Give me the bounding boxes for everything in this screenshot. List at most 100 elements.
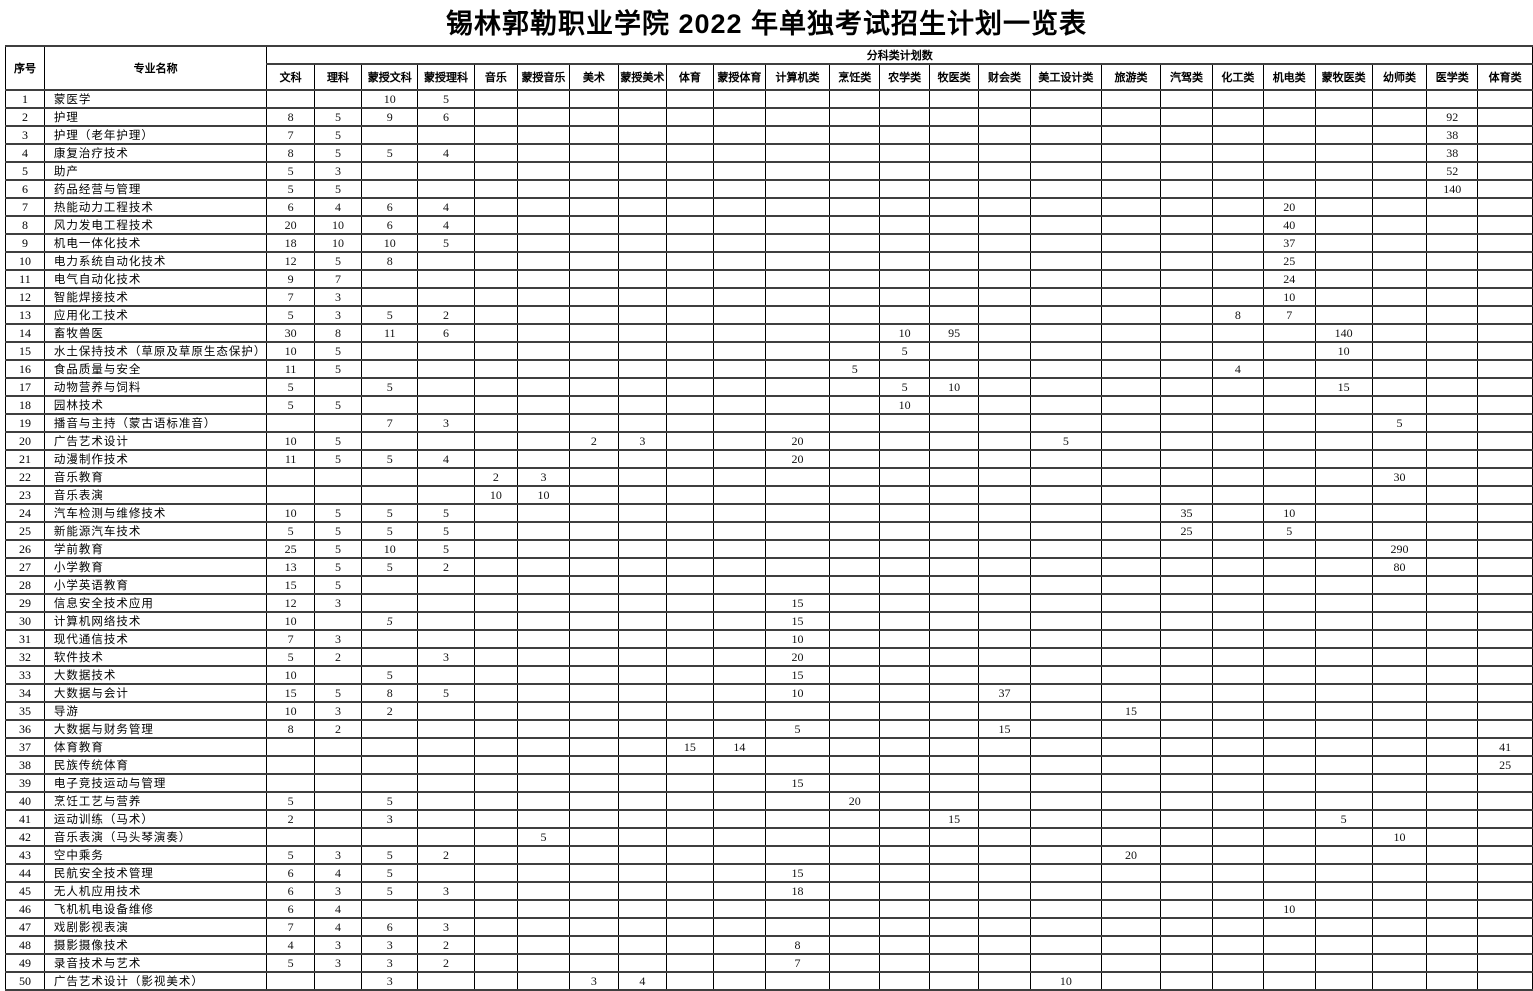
value-cell xyxy=(929,395,980,415)
value-cell xyxy=(313,971,363,991)
value-cell xyxy=(417,827,475,847)
value-cell xyxy=(1100,305,1162,325)
value-cell xyxy=(473,413,519,433)
value-cell xyxy=(266,413,315,433)
value-cell xyxy=(713,755,766,775)
value-cell xyxy=(1160,557,1213,577)
value-cell xyxy=(829,233,881,253)
value-cell xyxy=(1477,809,1533,829)
value-cell xyxy=(417,467,475,487)
value-cell xyxy=(978,161,1031,181)
value-cell xyxy=(1314,593,1373,613)
value-cell xyxy=(1262,557,1316,577)
value-cell xyxy=(1262,161,1316,181)
table-row: 45 无人机应用技术 6 3 5 3 18 xyxy=(5,881,1533,901)
value-cell xyxy=(879,773,931,793)
major-name-cell: 小学英语教育 xyxy=(43,575,268,595)
major-name-cell: 护理 xyxy=(43,107,268,127)
value-cell xyxy=(1371,719,1428,739)
value-cell xyxy=(829,971,881,991)
value-cell xyxy=(1371,863,1428,883)
value-cell xyxy=(879,953,931,973)
value-cell: 5 xyxy=(313,521,363,541)
value-cell xyxy=(517,215,570,235)
major-name-cell: 计算机网络技术 xyxy=(43,611,268,631)
table-row: 5 助产 5 3 52 xyxy=(5,161,1533,181)
value-cell xyxy=(764,215,831,235)
value-cell: 30 xyxy=(1371,467,1428,487)
value-cell xyxy=(1262,179,1316,199)
value-cell xyxy=(665,287,715,307)
value-cell xyxy=(473,683,519,703)
value-cell xyxy=(713,413,766,433)
value-cell xyxy=(473,341,519,361)
seq-cell: 2 xyxy=(5,107,45,127)
value-cell xyxy=(829,179,881,199)
value-cell xyxy=(617,719,667,739)
value-cell xyxy=(1262,971,1316,991)
major-name-cell: 动物营养与饲料 xyxy=(43,377,268,397)
value-cell xyxy=(1314,161,1373,181)
value-cell xyxy=(617,575,667,595)
value-cell: 20 xyxy=(764,431,831,451)
value-cell xyxy=(879,755,931,775)
value-cell xyxy=(1314,845,1373,865)
value-cell xyxy=(1371,485,1428,505)
value-cell xyxy=(879,881,931,901)
value-cell: 2 xyxy=(313,719,363,739)
value-cell xyxy=(417,359,475,379)
value-cell xyxy=(617,503,667,523)
value-cell xyxy=(929,737,980,757)
value-cell xyxy=(417,863,475,883)
value-cell xyxy=(764,323,831,343)
value-cell xyxy=(1211,341,1264,361)
value-cell xyxy=(713,539,766,559)
value-cell: 15 xyxy=(1100,701,1162,721)
value-cell xyxy=(879,467,931,487)
value-cell xyxy=(473,377,519,397)
value-cell xyxy=(473,161,519,181)
table-row: 18 园林技术 5 5 10 xyxy=(5,395,1533,415)
value-cell xyxy=(617,197,667,217)
value-cell xyxy=(517,593,570,613)
value-cell xyxy=(929,449,980,469)
table-row: 43 空中乘务 5 3 5 2 20 xyxy=(5,845,1533,865)
value-cell xyxy=(617,701,667,721)
value-cell xyxy=(1211,557,1264,577)
value-cell xyxy=(1029,773,1102,793)
col-header-category: 体育 xyxy=(665,63,715,91)
value-cell xyxy=(764,791,831,811)
value-cell xyxy=(929,215,980,235)
value-cell xyxy=(1029,107,1102,127)
table-row: 19 播音与主持（蒙古语标准音） 7 3 5 xyxy=(5,413,1533,433)
value-cell: 15 xyxy=(665,737,715,757)
seq-cell: 40 xyxy=(5,791,45,811)
value-cell xyxy=(1314,89,1373,109)
value-cell: 10 xyxy=(929,377,980,397)
value-cell xyxy=(1029,935,1102,955)
value-cell xyxy=(879,521,931,541)
value-cell xyxy=(1477,593,1533,613)
value-cell: 5 xyxy=(266,179,315,199)
col-header-category: 美工设计类 xyxy=(1029,63,1102,91)
value-cell xyxy=(1211,269,1264,289)
value-cell xyxy=(1029,881,1102,901)
value-cell: 24 xyxy=(1262,269,1316,289)
major-name-cell: 广告艺术设计（影视美术） xyxy=(43,971,268,991)
value-cell xyxy=(266,467,315,487)
table-row: 12 智能焊接技术 7 3 10 xyxy=(5,287,1533,307)
major-name-cell: 戏剧影视表演 xyxy=(43,917,268,937)
major-name-cell: 广告艺术设计 xyxy=(43,431,268,451)
value-cell: 20 xyxy=(1100,845,1162,865)
value-cell: 10 xyxy=(1371,827,1428,847)
value-cell: 3 xyxy=(517,467,570,487)
value-cell xyxy=(1029,521,1102,541)
value-cell xyxy=(713,233,766,253)
value-cell xyxy=(568,503,619,523)
value-cell xyxy=(1211,107,1264,127)
value-cell xyxy=(1029,575,1102,595)
value-cell: 5 xyxy=(361,791,419,811)
value-cell xyxy=(1426,413,1479,433)
value-cell: 6 xyxy=(361,197,419,217)
value-cell xyxy=(266,773,315,793)
